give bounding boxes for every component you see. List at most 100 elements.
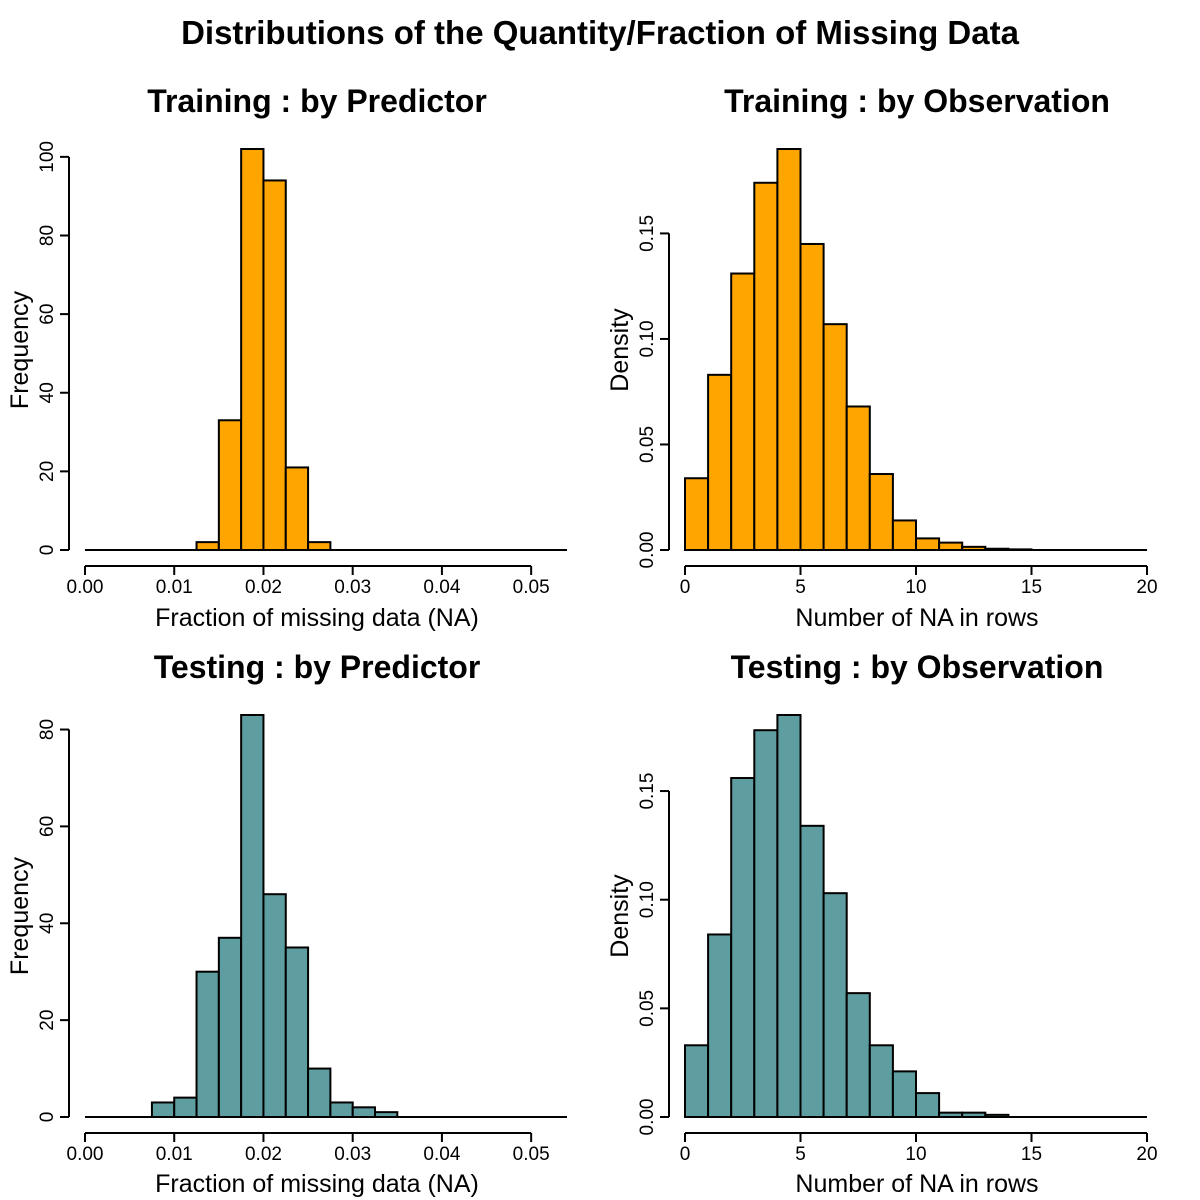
histogram-bar — [938, 541, 964, 552]
x-tick-label: 20 — [1136, 1144, 1157, 1165]
histogram-bar — [240, 714, 265, 1118]
histogram-bar — [351, 1106, 377, 1118]
x-tick-label: 0 — [680, 1144, 691, 1165]
y-tick-label: 100 — [37, 141, 58, 173]
histogram-bar — [730, 777, 756, 1119]
y-tick-label: 0 — [37, 545, 58, 556]
x-tick-label: 15 — [1021, 577, 1042, 598]
y-tick-label: 0.10 — [637, 320, 658, 357]
histogram-bar — [284, 466, 310, 551]
x-tick-label: 0.02 — [245, 577, 282, 598]
histogram-bar — [961, 1111, 987, 1118]
x-tick-label: 0.05 — [513, 1144, 550, 1165]
panel-top-left: Training : by Predictor Fraction of missi… — [6, 83, 567, 632]
histogram-bar — [776, 148, 802, 551]
histogram-bar — [822, 892, 848, 1118]
histogram-bar — [684, 477, 710, 551]
x-tick-label: 0.04 — [423, 1144, 460, 1165]
histogram-bar — [262, 179, 287, 551]
y-tick-label: 0.00 — [637, 1099, 658, 1136]
x-axis-label: Fraction of missing data (NA) — [155, 1170, 479, 1198]
histogram-bar — [307, 541, 332, 552]
page-title: Distributions of the Quantity/Fraction o… — [181, 14, 1019, 51]
x-axis-label: Number of NA in rows — [795, 604, 1038, 632]
x-tick-label: 0.00 — [67, 1144, 104, 1165]
histogram-bar — [776, 714, 802, 1118]
histogram-bar — [217, 419, 243, 551]
histogram-bar — [753, 181, 779, 551]
y-tick-label: 0 — [37, 1112, 58, 1123]
histogram-bar — [915, 1092, 941, 1118]
y-tick-label: 0.00 — [637, 532, 658, 569]
histogram-bar — [799, 824, 825, 1118]
x-tick-label: 0 — [680, 577, 691, 598]
histogram-bar — [374, 1111, 399, 1118]
histogram-bar — [195, 970, 220, 1118]
histogram-bar — [707, 933, 733, 1118]
histogram-bar — [217, 936, 243, 1118]
panel-title: Training : by Observation — [724, 83, 1110, 119]
histogram-bar — [891, 519, 918, 552]
y-tick-label: 0.15 — [637, 215, 658, 252]
histogram-bar — [173, 1096, 198, 1118]
histogram-bar — [240, 148, 265, 551]
x-tick-label: 5 — [795, 1144, 806, 1165]
histogram-bar — [753, 729, 779, 1118]
y-tick-label: 80 — [37, 225, 58, 246]
histogram-bar — [707, 373, 733, 552]
y-tick-label: 0.10 — [637, 881, 658, 918]
histogram-bar — [822, 323, 848, 551]
x-tick-label: 15 — [1021, 1144, 1042, 1165]
panel-title: Training : by Predictor — [147, 83, 487, 119]
x-tick-label: 0.01 — [156, 1144, 193, 1165]
histogram-bar — [845, 992, 871, 1119]
histogram-bar — [891, 1070, 918, 1118]
histogram-bar — [730, 272, 756, 551]
histogram-bar — [262, 893, 287, 1119]
x-tick-label: 0.03 — [334, 1144, 371, 1165]
histogram-bar — [845, 405, 871, 552]
y-axis-label: Density — [606, 874, 634, 958]
x-tick-label: 0.05 — [513, 577, 550, 598]
histogram-bar — [329, 1101, 354, 1118]
histogram-bar — [961, 545, 987, 552]
x-tick-label: 0.02 — [245, 1144, 282, 1165]
x-tick-label: 0.00 — [67, 577, 104, 598]
x-axis-label: Number of NA in rows — [795, 1170, 1038, 1198]
histogram-bar — [868, 473, 894, 552]
y-tick-label: 60 — [37, 304, 58, 325]
y-tick-label: 20 — [37, 1010, 58, 1031]
x-axis-label: Fraction of missing data (NA) — [155, 604, 479, 632]
x-tick-label: 10 — [905, 577, 926, 598]
histogram-bar — [938, 1111, 964, 1118]
y-tick-label: 60 — [37, 816, 58, 837]
y-tick-label: 0.15 — [637, 773, 658, 810]
y-axis-label: Frequency — [6, 290, 34, 409]
histogram-bar — [307, 1067, 332, 1119]
x-tick-label: 20 — [1136, 577, 1157, 598]
y-axis-label: Frequency — [6, 856, 34, 975]
histogram-bar — [915, 537, 941, 551]
histogram-bar — [284, 946, 310, 1118]
histogram-bar — [684, 1044, 710, 1118]
x-tick-label: 0.01 — [156, 577, 193, 598]
histogram-bar — [1007, 548, 1033, 551]
panel-bottom-left: Testing : by Predictor Fraction of missin… — [6, 649, 567, 1198]
panel-title: Testing : by Predictor — [154, 649, 481, 685]
x-tick-label: 5 — [795, 577, 806, 598]
histogram-bar — [984, 1113, 1010, 1118]
y-tick-label: 40 — [37, 913, 58, 934]
y-tick-label: 80 — [37, 719, 58, 740]
x-tick-label: 0.04 — [423, 577, 460, 598]
histogram-bar — [868, 1044, 894, 1118]
x-tick-label: 0.03 — [334, 577, 371, 598]
histogram-bar — [984, 547, 1010, 552]
histogram-bar — [195, 541, 220, 552]
y-tick-label: 40 — [37, 382, 58, 403]
panel-top-right: Training : by Observation Number of NA in… — [606, 83, 1158, 632]
y-tick-label: 20 — [37, 461, 58, 482]
panel-bottom-right: Testing : by Observation Number of NA in … — [606, 649, 1158, 1198]
y-axis-label: Density — [606, 308, 634, 392]
